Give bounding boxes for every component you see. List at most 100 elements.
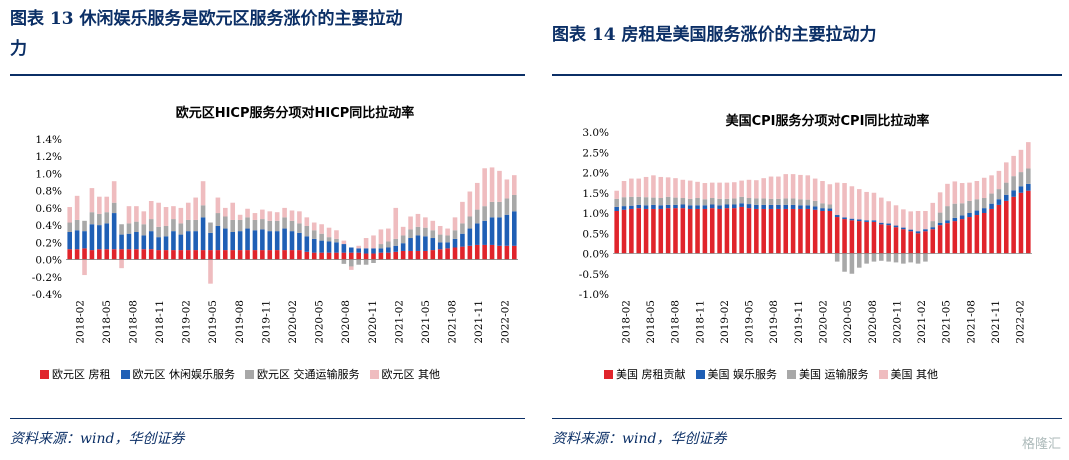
left-xtick-label: 2021-05 [420,300,432,344]
left-bar-2 [452,238,458,248]
left-bar-1 [67,249,73,260]
left-bar-2 [371,248,376,254]
left-bar-3 [245,217,250,229]
right-bar-1 [879,224,884,254]
left-bar-2 [119,234,124,250]
left-bar-4 [445,228,450,236]
left-bar-3 [415,226,421,236]
left-bar-1 [408,250,413,260]
right-source-rule [552,418,1062,419]
left-bar-4 [267,211,273,221]
left-bar-3 [408,229,413,239]
right-bar-1 [629,208,634,254]
right-bar-1 [732,208,737,254]
right-bar-4 [695,181,700,199]
right-bar-2 [761,204,766,209]
right-bar-3 [996,189,1002,200]
left-bar-4 [237,214,243,220]
right-bar-1 [989,208,994,254]
left-bar-3 [230,219,236,232]
left-bar-1 [245,250,250,260]
left-bar-1 [489,244,495,260]
right-bar-2 [915,231,921,234]
right-bar-4 [790,174,796,199]
left-bar-1 [386,252,391,260]
right-bar-1 [945,223,950,254]
left-ytick-label: -0.4% [32,289,62,301]
right-bar-3 [893,253,899,263]
left-bar-1 [200,250,206,260]
left-panel-title: 图表 13 休闲娱乐服务是欧元区服务涨价的主要拉动 力 [10,4,530,64]
right-legend-item: 美国 运输服务 [787,366,869,382]
right-bar-3 [687,198,693,206]
right-bar-4 [621,181,627,198]
left-bar-4 [474,182,480,210]
left-xtick-label: 2022-02 [500,300,512,344]
right-bar-1 [1018,192,1024,254]
left-bar-2 [415,235,421,251]
right-bar-1 [680,208,686,254]
left-bar-1 [497,245,502,260]
right-bar-4 [805,175,811,200]
right-bar-3 [776,198,781,205]
left-bar-3 [297,223,302,233]
left-bar-4 [334,230,339,239]
right-bar-3 [680,198,686,205]
left-panel-title-line1: 图表 13 休闲娱乐服务是欧元区服务涨价的主要拉动 [10,9,403,29]
left-bar-1 [326,252,332,260]
right-bar-3 [621,197,627,207]
left-bar-2 [237,231,243,251]
left-bar-2 [489,217,495,245]
left-bar-3 [334,238,339,243]
right-bar-4 [665,177,671,197]
left-bar-4 [489,167,495,202]
right-bar-4 [908,211,913,230]
left-xtick-label: 2020-05 [314,300,326,344]
left-bar-1 [267,250,273,260]
right-bar-3 [665,196,671,205]
left-bar-3 [97,213,102,226]
left-bar-4 [185,202,191,220]
left-ytick-label: 0.0% [35,255,62,267]
left-bar-2 [423,236,428,251]
left-bar-1 [363,253,369,260]
left-bar-4 [141,211,147,225]
left-bar-3 [274,220,280,232]
left-bar-2 [386,247,391,253]
left-bar-3 [67,222,73,232]
left-bar-4 [82,259,87,276]
left-bar-1 [274,250,280,260]
left-bar-3 [356,259,361,265]
left-bar-1 [297,250,302,260]
right-bar-4 [687,180,693,199]
right-xtick-label: 2018-02 [620,300,632,344]
right-ytick-label: 2.0% [582,168,609,180]
right-bar-3 [614,198,619,207]
left-bar-2 [74,230,80,250]
right-bar-3 [930,221,936,228]
left-bar-3 [311,230,317,239]
right-bar-4 [834,182,840,216]
left-bar-1 [341,252,347,260]
right-ytick-label: 1.0% [582,208,609,220]
right-bar-4 [871,192,877,221]
left-bar-3 [134,221,139,232]
left-bar-3 [467,216,473,229]
left-bar-2 [111,213,117,250]
left-bar-2 [497,217,502,246]
left-bar-2 [89,224,95,251]
left-bar-4 [393,207,399,239]
right-bar-1 [849,220,855,254]
right-bar-4 [952,181,958,204]
right-legend-swatch [878,369,888,379]
left-bar-3 [341,259,347,264]
right-legend-item: 美国 娱乐服务 [695,366,777,382]
right-bar-1 [886,225,891,254]
right-bar-4 [827,184,833,205]
right-bar-1 [636,208,642,254]
right-ytick-label: -1.0% [579,289,609,301]
right-xtick-label: 2019-02 [719,300,731,344]
left-bar-3 [208,222,213,233]
left-bar-3 [474,209,480,224]
right-ytick-label: 1.5% [582,188,609,200]
